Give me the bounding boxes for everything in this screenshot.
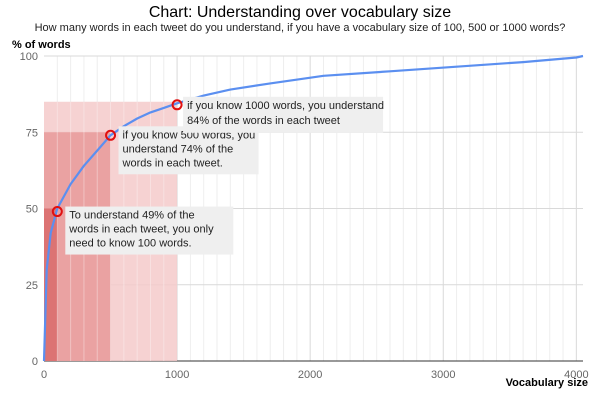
chart-subtitle: How many words in each tweet do you unde… [35, 22, 566, 34]
shaded-region [44, 208, 58, 361]
annotation-text: To understand 49% of the [69, 210, 194, 222]
annotation-box [183, 96, 384, 133]
data-marker [105, 129, 117, 141]
data-marker [171, 99, 183, 111]
y-tick-label: 50 [26, 204, 38, 216]
y-tick-label: 75 [26, 127, 38, 139]
x-tick-label: 4000 [564, 369, 588, 381]
data-marker [51, 206, 63, 218]
annotation-text: if you know 1000 words, you understand [187, 100, 384, 112]
annotation-box [65, 206, 234, 255]
x-axis-title: Vocabulary size [506, 377, 588, 389]
y-tick-label: 25 [26, 280, 38, 292]
annotation-text: words in each tweet, you only [68, 224, 214, 236]
annotation-text: need to know 100 words. [69, 238, 191, 250]
annotation-text: understand 74% of the [123, 143, 234, 155]
annotation-box [118, 126, 259, 175]
annotation-text: 84% of the words in each tweet [187, 115, 340, 127]
y-tick-label: 0 [32, 356, 38, 368]
plot-area: 0 1000 2000 3000 4000 0 25 50 75 100 To understand… [20, 51, 589, 381]
y-axis-title: % of words [12, 39, 71, 51]
y-tick-label: 100 [20, 51, 38, 63]
x-tick-label: 0 [41, 369, 47, 381]
x-tick-label: 1000 [165, 369, 189, 381]
x-tick-label: 2000 [298, 369, 322, 381]
annotation-text: words in each tweet. [122, 157, 223, 169]
x-tick-label: 3000 [431, 369, 455, 381]
series-line [42, 54, 584, 362]
chart-title: Chart: Understanding over vocabulary siz… [149, 4, 451, 21]
